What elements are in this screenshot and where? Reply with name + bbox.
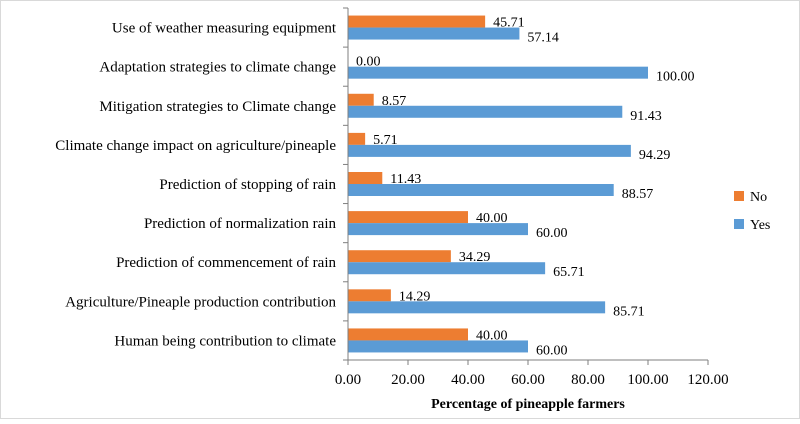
legend: No Yes	[734, 190, 770, 233]
category-label: Adaptation strategies to climate change	[99, 60, 336, 76]
x-axis-title: Percentage of pineapple farmers	[431, 397, 625, 412]
data-label-no: 14.29	[399, 289, 431, 304]
category-label: Climate change impact on agriculture/pin…	[55, 138, 336, 154]
data-label-no: 45.71	[493, 16, 525, 31]
bar-yes	[348, 301, 606, 314]
bars-layer	[348, 15, 648, 353]
category-label: Prediction of normalization rain	[144, 216, 337, 232]
legend-swatch	[734, 191, 744, 201]
data-label-no: 8.57	[382, 94, 407, 109]
labels-layer: Use of weather measuring equipment 45.715…	[55, 16, 694, 359]
data-label-yes: 65.71	[553, 265, 585, 280]
data-label-yes: 91.43	[630, 109, 662, 124]
legend-swatch	[734, 219, 744, 229]
x-tick-label: 60.00	[511, 372, 545, 388]
bar-yes	[348, 105, 623, 118]
category-label: Mitigation strategies to Climate change	[99, 99, 336, 115]
bar-yes	[348, 223, 528, 236]
category-label: Agriculture/Pineaple production contribu…	[65, 294, 336, 310]
x-tick-label: 20.00	[391, 372, 425, 388]
axis-layer: 0.00 20.00 40.00 60.00 80.00 100.00 120.00	[335, 7, 729, 388]
category-label: Prediction of commencement of rain	[116, 255, 336, 271]
bar-yes	[348, 340, 528, 353]
legend-label: No	[750, 190, 767, 205]
category-label: Human being contribution to climate	[114, 333, 336, 349]
data-label-yes: 88.57	[622, 187, 654, 202]
bar-no	[348, 132, 366, 145]
data-label-no: 0.00	[356, 55, 381, 70]
x-tick-label: 120.00	[687, 372, 728, 388]
bar-yes	[348, 184, 614, 196]
data-label-yes: 94.29	[639, 148, 671, 163]
bar-no	[348, 93, 374, 106]
category-label: Use of weather measuring equipment	[112, 21, 337, 37]
legend-label: Yes	[750, 218, 770, 233]
data-label-no: 11.43	[390, 172, 421, 187]
bar-no	[348, 250, 451, 263]
bar-yes	[348, 144, 631, 157]
bar-no	[348, 15, 486, 28]
bar-yes	[348, 27, 520, 40]
bar-no	[348, 211, 468, 224]
data-label-yes: 100.00	[656, 70, 695, 85]
x-tick-label: 40.00	[451, 372, 485, 388]
x-tick-label: 0.00	[335, 372, 361, 388]
data-label-no: 34.29	[459, 250, 491, 265]
bar-yes	[348, 66, 648, 79]
data-label-yes: 85.71	[613, 304, 645, 319]
category-label: Prediction of stopping of rain	[159, 177, 336, 193]
x-tick-label: 80.00	[571, 372, 605, 388]
data-label-no: 40.00	[476, 328, 508, 343]
data-label-yes: 57.14	[527, 31, 559, 46]
x-tick-label: 100.00	[627, 372, 668, 388]
data-label-no: 5.71	[373, 133, 398, 148]
bar-no	[348, 328, 468, 341]
bar-no	[348, 289, 391, 302]
data-label-yes: 60.00	[536, 343, 568, 358]
bar-yes	[348, 262, 546, 275]
data-label-yes: 60.00	[536, 226, 568, 241]
bar-no	[348, 172, 383, 184]
data-label-no: 40.00	[476, 211, 508, 226]
